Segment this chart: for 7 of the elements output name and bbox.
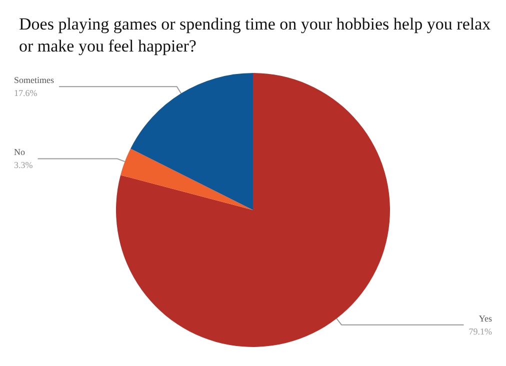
slice-label: Yes <box>478 313 492 324</box>
chart-title: Does playing games or spending time on your hobbies help you relax or make you feel happier? <box>19 14 495 56</box>
data-label: 3.3% <box>14 160 34 170</box>
slice-label: Sometimes <box>14 75 54 86</box>
slice-label: No <box>14 147 26 158</box>
data-label: 79.1% <box>468 326 492 336</box>
data-label: 17.6% <box>14 88 38 98</box>
